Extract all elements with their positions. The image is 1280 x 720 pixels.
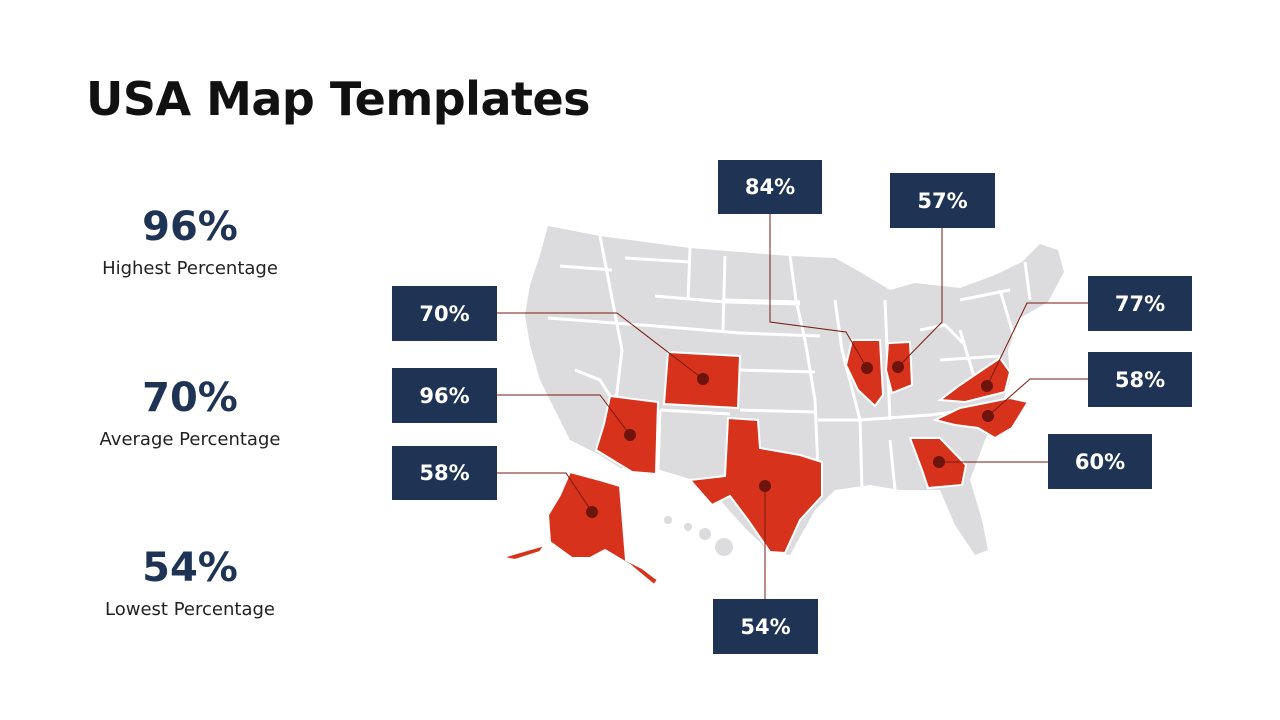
callout-north-carolina: 58% xyxy=(1088,352,1192,407)
marker-north-carolina xyxy=(982,410,994,422)
state-texas xyxy=(687,416,823,555)
hawaii-shape xyxy=(664,516,733,556)
state-alaska-islands xyxy=(464,539,548,562)
state-borders xyxy=(547,235,1032,491)
leader-line-virginia xyxy=(986,302,1088,387)
stat-lowest-value: 54% xyxy=(142,545,238,591)
leader-line-north-carolina xyxy=(987,378,1088,417)
page-title: USA Map Templates xyxy=(86,72,591,126)
leader-line-colorado xyxy=(497,312,704,380)
stat-lowest: 54% Lowest Percentage xyxy=(50,545,330,620)
leader-line-illinois xyxy=(769,214,868,369)
marker-arizona xyxy=(624,429,636,441)
leader-line-alaska xyxy=(497,472,593,513)
markers xyxy=(586,361,994,518)
stat-highest-value: 96% xyxy=(142,204,238,250)
stat-average: 70% Average Percentage xyxy=(50,375,330,450)
stat-highest: 96% Highest Percentage xyxy=(50,204,330,279)
state-virginia xyxy=(937,356,1012,404)
marker-indiana xyxy=(892,361,904,373)
leader-line-indiana xyxy=(897,228,943,368)
marker-illinois xyxy=(861,362,873,374)
state-alaska xyxy=(546,470,660,587)
callout-arizona: 96% xyxy=(392,368,497,423)
callout-texas: 54% xyxy=(713,599,818,654)
marker-georgia xyxy=(933,456,945,468)
marker-virginia xyxy=(981,380,993,392)
callout-georgia: 60% xyxy=(1048,434,1152,489)
marker-alaska xyxy=(586,506,598,518)
marker-texas xyxy=(759,480,771,492)
leader-lines xyxy=(497,214,1088,599)
callout-colorado: 70% xyxy=(392,286,497,341)
stat-average-value: 70% xyxy=(142,375,238,421)
callout-virginia: 77% xyxy=(1088,276,1192,331)
callout-illinois: 84% xyxy=(718,160,822,214)
leader-line-arizona xyxy=(497,394,631,436)
stat-average-label: Average Percentage xyxy=(99,429,281,450)
marker-colorado xyxy=(697,373,709,385)
callout-indiana: 57% xyxy=(890,173,995,228)
callout-alaska: 58% xyxy=(392,446,497,500)
state-north-carolina xyxy=(932,396,1030,440)
stat-highest-label: Highest Percentage xyxy=(102,258,278,279)
stat-lowest-label: Lowest Percentage xyxy=(105,599,275,620)
